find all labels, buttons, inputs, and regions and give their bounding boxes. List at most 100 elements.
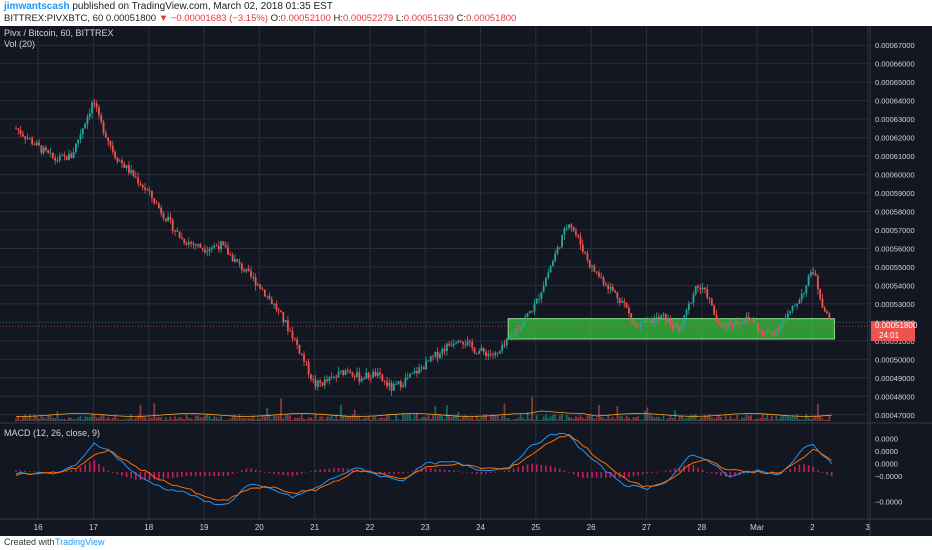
- macd-histogram-bar: [476, 472, 478, 474]
- macd-histogram-bar: [499, 471, 501, 473]
- volume-bar: [657, 416, 660, 421]
- macd-histogram-bar: [70, 470, 73, 472]
- macd-histogram-bar: [452, 470, 455, 472]
- volume-bar: [49, 415, 52, 421]
- candle-body: [777, 328, 780, 330]
- candle-body: [644, 319, 646, 323]
- candle-body: [151, 190, 153, 199]
- volume-bar: [736, 415, 739, 421]
- macd-axis[interactable]: 0.0000 0.0000 0.0000 −0.0000 −0.0000: [875, 435, 902, 507]
- candle-body: [40, 145, 43, 153]
- candle-body: [153, 198, 156, 204]
- price-axis[interactable]: 0.00047000 0.00048000 0.00049000 0.00050000…: [875, 41, 915, 420]
- volume-bar: [729, 415, 732, 421]
- signal-line: [15, 433, 832, 501]
- volume-bar: [789, 416, 792, 421]
- volume-bar: [404, 414, 407, 421]
- candle-body: [694, 286, 697, 295]
- candle-body: [54, 157, 57, 161]
- volume-bar: [538, 419, 540, 421]
- candle-body: [56, 160, 59, 162]
- candle-body: [286, 320, 289, 331]
- candle-body: [229, 254, 232, 256]
- volume-bar: [618, 416, 621, 421]
- macd-histogram-bar: [139, 472, 142, 481]
- volume-bar: [298, 417, 301, 421]
- volume-bar: [745, 414, 748, 421]
- volume-bar: [671, 417, 674, 421]
- macd-histogram-bar: [540, 464, 543, 472]
- volume-bar: [17, 416, 20, 421]
- macd-histogram-bar: [701, 469, 704, 472]
- candle-body: [266, 295, 269, 297]
- candle-body: [247, 268, 250, 271]
- candle-body: [291, 331, 294, 339]
- candle-body: [125, 165, 128, 168]
- macd-histogram-bar: [277, 472, 280, 475]
- candle-body: [773, 332, 775, 335]
- macd-histogram-bar: [462, 471, 464, 473]
- time-axis[interactable]: 16 17 18 19 20 21 22 23 24 25 26 27 28 Mar 2 3: [34, 523, 871, 532]
- macd-histogram-bar: [443, 469, 446, 472]
- macd-histogram-bar: [259, 470, 262, 472]
- candle-body: [98, 107, 100, 116]
- macd-histogram-bar: [130, 472, 133, 479]
- volume-bar: [775, 415, 778, 421]
- candle-body: [157, 203, 160, 208]
- volume-bar: [360, 419, 363, 421]
- volume-bar: [734, 418, 736, 421]
- candle-body: [738, 323, 741, 325]
- candle-body: [70, 153, 73, 158]
- chart-area[interactable]: 0.00047000 0.00048000 0.00049000 0.00050000…: [0, 26, 932, 536]
- macd-histogram-bar: [651, 472, 653, 473]
- author-link[interactable]: jimwantscash: [4, 1, 70, 12]
- macd-histogram-bar: [254, 469, 257, 472]
- volume-bar: [77, 417, 80, 421]
- volume-bar: [482, 414, 485, 421]
- candle-body: [579, 236, 582, 245]
- macd-histogram-bar: [794, 466, 796, 472]
- candle-body: [759, 330, 762, 332]
- macd-histogram-bar: [153, 472, 156, 480]
- candle-body: [515, 329, 517, 336]
- volume-bar: [31, 419, 34, 421]
- low-label: L:: [395, 13, 404, 24]
- candle-body: [740, 322, 743, 325]
- volume-bar: [641, 419, 644, 421]
- volume-bar: [558, 415, 561, 421]
- volume-bar: [561, 414, 563, 421]
- volume-bar: [22, 416, 24, 421]
- candle-body: [427, 360, 430, 362]
- candle-body: [28, 138, 31, 140]
- volume-bar: [681, 415, 683, 421]
- volume-bar: [722, 419, 725, 421]
- legend-macd: MACD (12, 26, close, 9): [4, 428, 100, 438]
- price-tick-label: 0.00057000: [875, 226, 915, 235]
- volume-bar: [731, 418, 734, 421]
- volume-bar: [575, 416, 577, 421]
- volume-bar: [356, 415, 358, 421]
- candle-body: [181, 237, 183, 240]
- volume-bar: [697, 419, 699, 421]
- tradingview-logo[interactable]: TradingView: [55, 537, 105, 547]
- candle-body: [399, 381, 402, 388]
- volume-bar: [445, 405, 448, 421]
- volume-bar: [54, 418, 57, 421]
- macd-histogram-bar: [646, 472, 649, 474]
- candle-body: [651, 318, 653, 324]
- volume-bar: [591, 416, 593, 421]
- candle-body: [363, 378, 365, 380]
- volume-bar: [231, 416, 234, 421]
- grid: [0, 26, 870, 519]
- candle-body: [422, 367, 425, 370]
- volume-bar: [176, 418, 179, 421]
- volume-bar: [611, 416, 614, 421]
- chart-svg[interactable]: 0.00047000 0.00048000 0.00049000 0.00050000…: [0, 26, 932, 536]
- candle-body: [657, 317, 660, 318]
- volume-bar: [15, 418, 17, 421]
- macd-histogram-bar: [512, 468, 515, 472]
- candle-body: [326, 379, 328, 382]
- volume-bar: [568, 416, 570, 421]
- volume-bar: [436, 415, 439, 421]
- price-change: ▼ −0.00001683 (−3.15%): [158, 13, 268, 24]
